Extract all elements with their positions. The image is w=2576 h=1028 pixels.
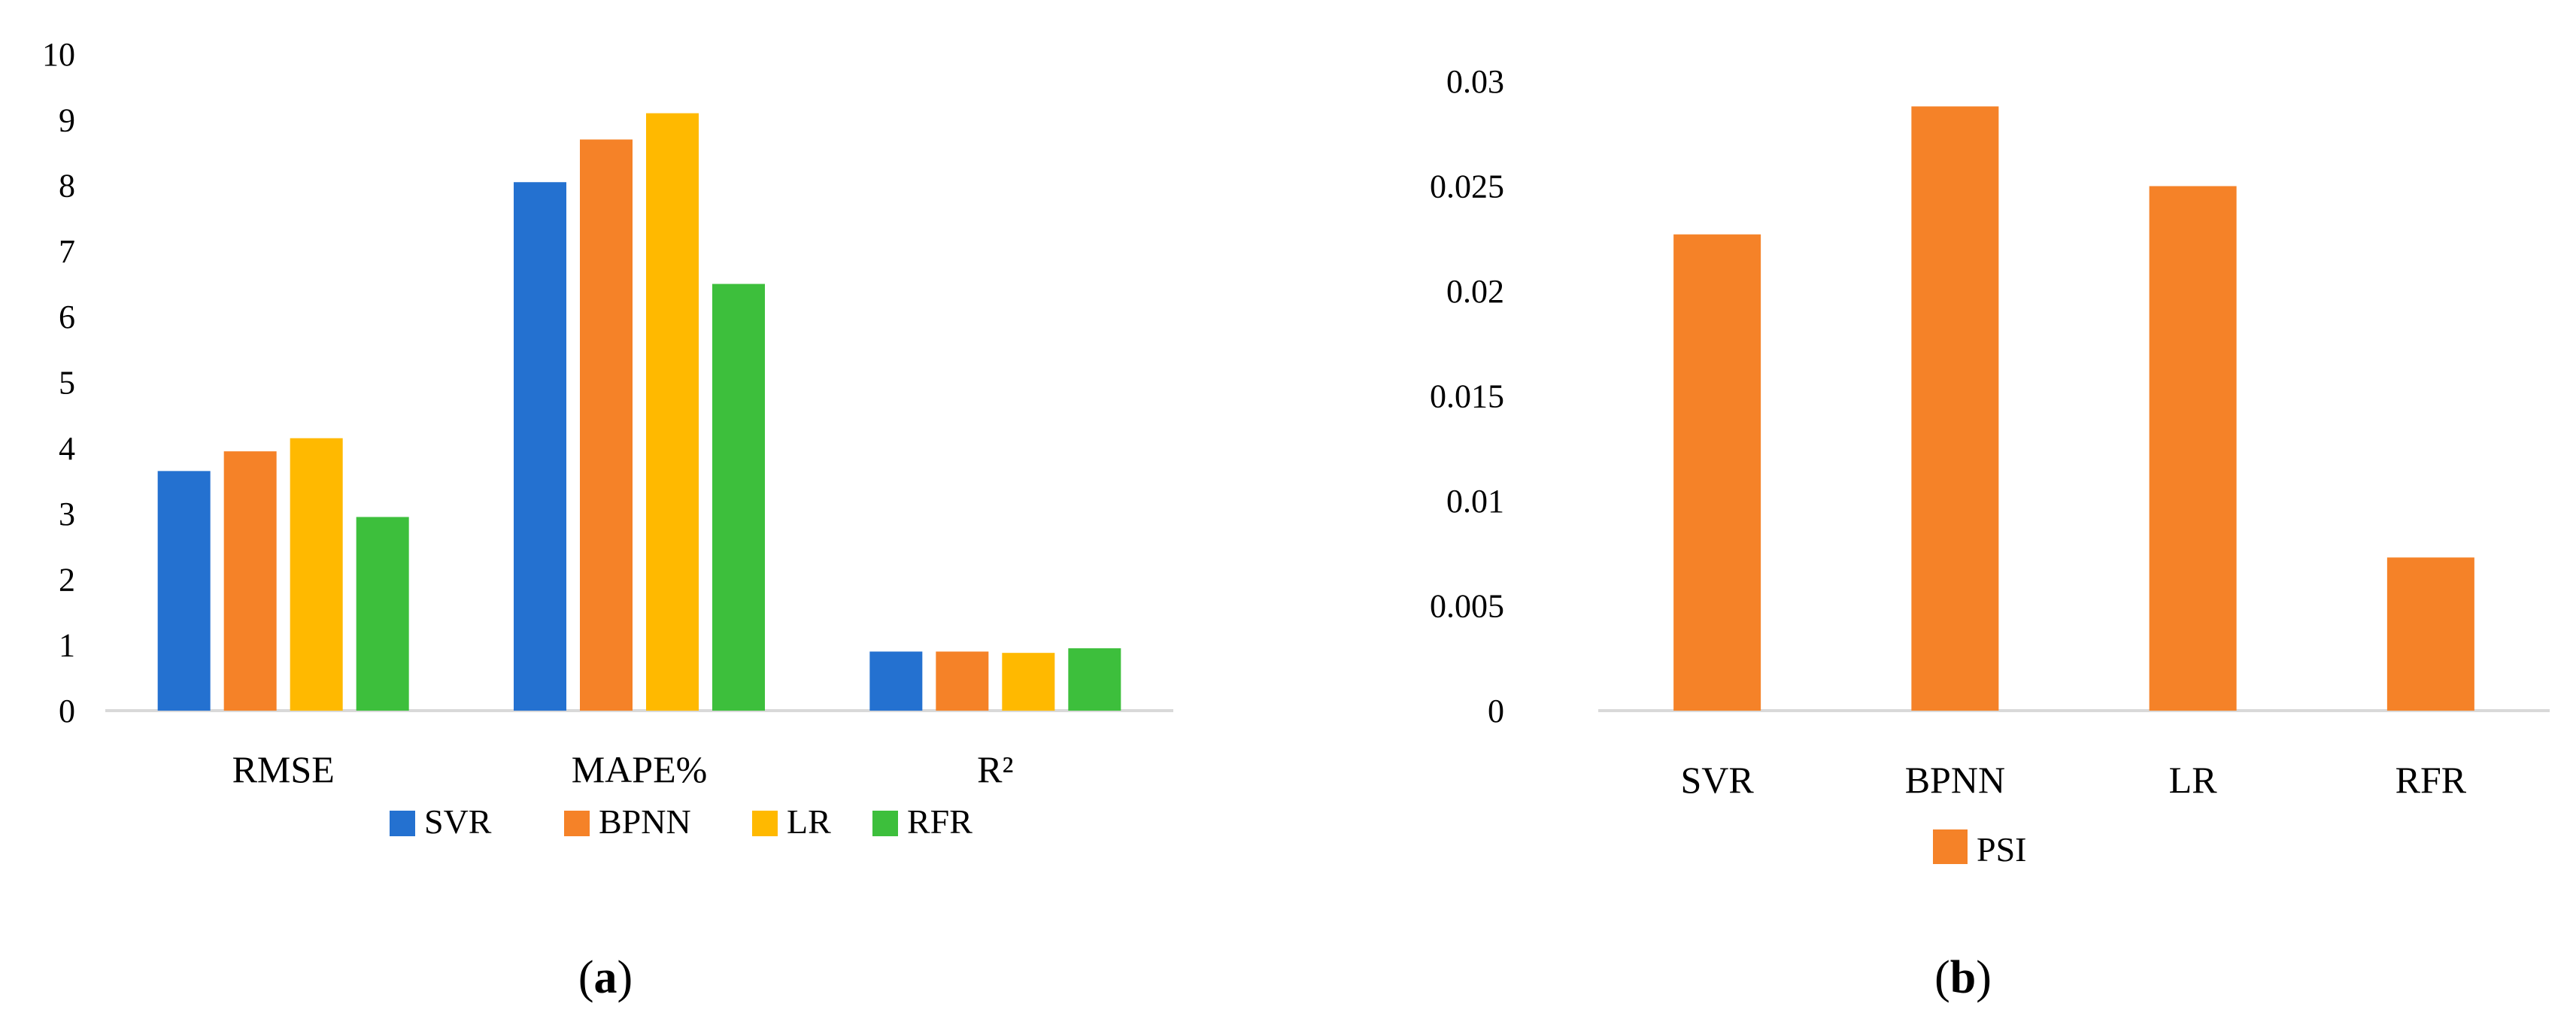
y-tick-label-8: 8 <box>59 168 75 205</box>
legend-swatch-rfr <box>872 811 898 836</box>
bar-svr-rmse <box>157 471 211 711</box>
y-tick-label-6: 6 <box>59 299 75 335</box>
legend-swatch-lr <box>752 811 778 836</box>
x-axis-a: RMSE MAPE% R² <box>232 748 1014 790</box>
y-tick-label-0: 0 <box>1488 693 1504 729</box>
bar-psi-bpnn <box>1911 106 1999 711</box>
x-tick-label-rmse: RMSE <box>232 748 335 790</box>
legend-label-rfr: RFR <box>907 802 972 841</box>
y-tick-label-4: 4 <box>59 430 75 467</box>
x-tick-label-svr: SVR <box>1680 759 1754 801</box>
legend-label-lr: LR <box>787 802 831 841</box>
bar-bpnn-mape <box>580 139 633 711</box>
y-tick-label-7: 7 <box>59 233 75 270</box>
y-axis-b: 0 0.005 0.01 0.015 0.02 0.025 0.03 <box>1430 63 1504 729</box>
legend-swatch-svr <box>390 811 415 836</box>
bar-bpnn-r <box>936 651 989 711</box>
y-tick-label-3: 3 <box>59 496 75 532</box>
panel-label-a: (a) <box>578 952 633 1003</box>
bar-svr-mape <box>514 182 566 711</box>
bar-rfr-rmse <box>356 517 409 711</box>
chart-b: 0 0.005 0.01 0.015 0.02 0.025 0.03 SVR BPNN LR RF… <box>1430 63 2550 1003</box>
legend-label-psi: PSI <box>1977 830 2026 869</box>
bar-lr-r <box>1002 653 1055 711</box>
y-tick-label-9: 9 <box>59 102 75 138</box>
y-tick-label-10: 10 <box>42 36 75 73</box>
bar-lr-rmse <box>290 438 343 711</box>
legend-label-bpnn: BPNN <box>599 802 691 841</box>
x-tick-label-rfr: RFR <box>2395 759 2467 801</box>
legend-swatch-psi <box>1933 829 1968 864</box>
x-axis-b: SVR BPNN LR RFR <box>1680 759 2466 801</box>
legend-swatch-bpnn <box>564 811 590 836</box>
bar-rfr-r <box>1068 648 1121 711</box>
bar-svr-r <box>869 651 923 711</box>
legend-label-svr: SVR <box>424 802 492 841</box>
y-tick-label-0-02: 0.02 <box>1446 273 1504 310</box>
bar-lr-mape <box>646 113 699 711</box>
x-tick-label-mape: MAPE% <box>572 748 708 790</box>
y-tick-label-0-01: 0.01 <box>1446 483 1504 520</box>
panel-label-b: (b) <box>1934 952 1992 1003</box>
bar-psi-svr <box>1673 234 1761 711</box>
y-axis-a: 0 1 2 3 4 5 6 7 8 9 10 <box>42 36 75 729</box>
bar-rfr-mape <box>712 284 765 711</box>
y-tick-label-0-03: 0.03 <box>1446 63 1504 100</box>
panel-letter-a: a <box>594 952 617 1003</box>
y-tick-label-0: 0 <box>59 693 75 729</box>
bars-b <box>1673 106 2474 711</box>
y-tick-label-1: 1 <box>59 627 75 664</box>
bars-a <box>157 113 1121 711</box>
y-tick-label-2: 2 <box>59 561 75 598</box>
panel-letter-b: b <box>1950 952 1976 1003</box>
x-tick-label-lr: LR <box>2169 759 2218 801</box>
y-tick-label-0-025: 0.025 <box>1430 168 1504 205</box>
x-tick-label-bpnn: BPNN <box>1905 759 2005 801</box>
y-tick-label-5: 5 <box>59 365 75 402</box>
bar-bpnn-rmse <box>223 451 277 711</box>
bar-psi-rfr <box>2386 557 2474 711</box>
x-tick-label-r: R² <box>977 748 1013 790</box>
chart-a: 0 1 2 3 4 5 6 7 8 9 10 RMSE MAPE% R² SVR BPNN LR RFR (a… <box>42 36 1173 1003</box>
y-tick-label-0-005: 0.005 <box>1430 588 1504 625</box>
legend-a: SVR BPNN LR RFR <box>390 802 972 841</box>
bar-psi-lr <box>2149 186 2237 711</box>
y-tick-label-0-015: 0.015 <box>1430 378 1504 415</box>
legend-b: PSI <box>1933 829 2026 869</box>
